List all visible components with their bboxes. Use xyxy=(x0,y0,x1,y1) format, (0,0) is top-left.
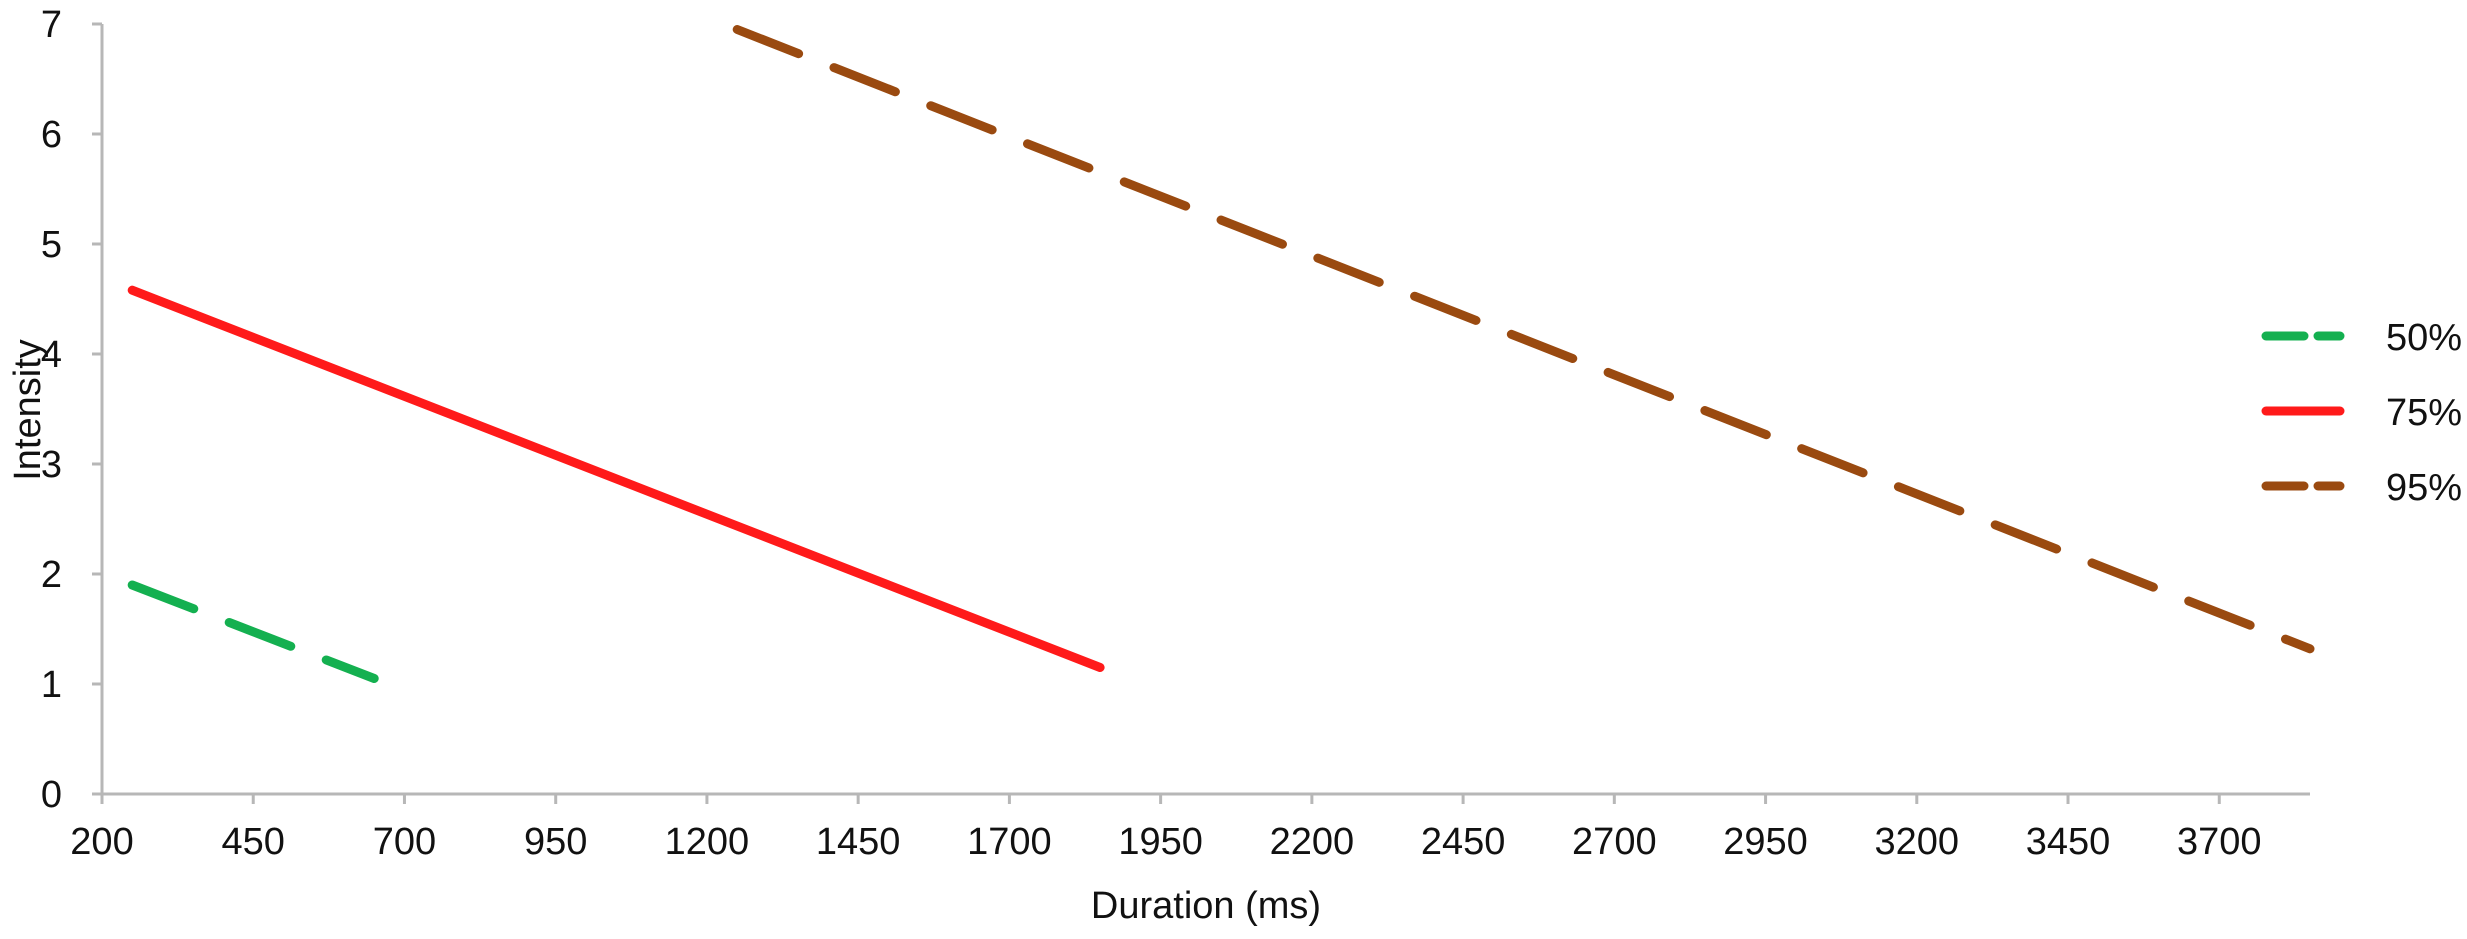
x-tick-label: 3200 xyxy=(1875,821,1960,863)
x-tick-label: 200 xyxy=(70,821,133,863)
x-tick-label: 3700 xyxy=(2177,821,2262,863)
x-tick-label: 2450 xyxy=(1421,821,1506,863)
y-tick-label: 7 xyxy=(41,4,62,46)
y-axis-title: Intensity xyxy=(7,339,49,481)
y-tick-label: 4 xyxy=(41,334,62,376)
series-line-1 xyxy=(127,580,379,683)
series-line-3 xyxy=(732,25,2315,654)
legend-label-3: 95% xyxy=(2386,467,2462,509)
x-axis-title: Duration (ms) xyxy=(1091,885,1321,927)
x-tick-label: 1200 xyxy=(665,821,750,863)
axes xyxy=(100,24,2310,796)
y-tick-label: 6 xyxy=(41,114,62,156)
x-axis-ticks: 200 450 700 950 1200 1450 1700 1950 2200 2450 2700… xyxy=(70,794,2262,863)
y-tick-label: 5 xyxy=(41,224,62,266)
y-tick-label: 3 xyxy=(41,444,62,486)
x-tick-label: 1450 xyxy=(816,821,901,863)
x-tick-label: 1950 xyxy=(1118,821,1203,863)
x-tick-label: 2700 xyxy=(1572,821,1657,863)
series-lines xyxy=(127,25,2315,683)
series-line-2 xyxy=(127,285,1105,672)
y-tick-label: 2 xyxy=(41,554,62,596)
y-tick-label: 1 xyxy=(41,664,62,706)
x-tick-label: 2200 xyxy=(1270,821,1355,863)
y-axis-ticks: 0 1 2 3 4 5 6 7 xyxy=(41,4,102,816)
x-tick-label: 950 xyxy=(524,821,587,863)
x-tick-label: 3450 xyxy=(2026,821,2111,863)
y-tick-label: 0 xyxy=(41,774,62,816)
legend-label-2: 75% xyxy=(2386,392,2462,434)
legend: 50% 75% 95% xyxy=(2261,317,2462,509)
x-tick-label: 1700 xyxy=(967,821,1052,863)
x-tick-label: 700 xyxy=(373,821,436,863)
legend-label-1: 50% xyxy=(2386,317,2462,359)
x-tick-label: 450 xyxy=(222,821,285,863)
x-tick-label: 2950 xyxy=(1723,821,1808,863)
